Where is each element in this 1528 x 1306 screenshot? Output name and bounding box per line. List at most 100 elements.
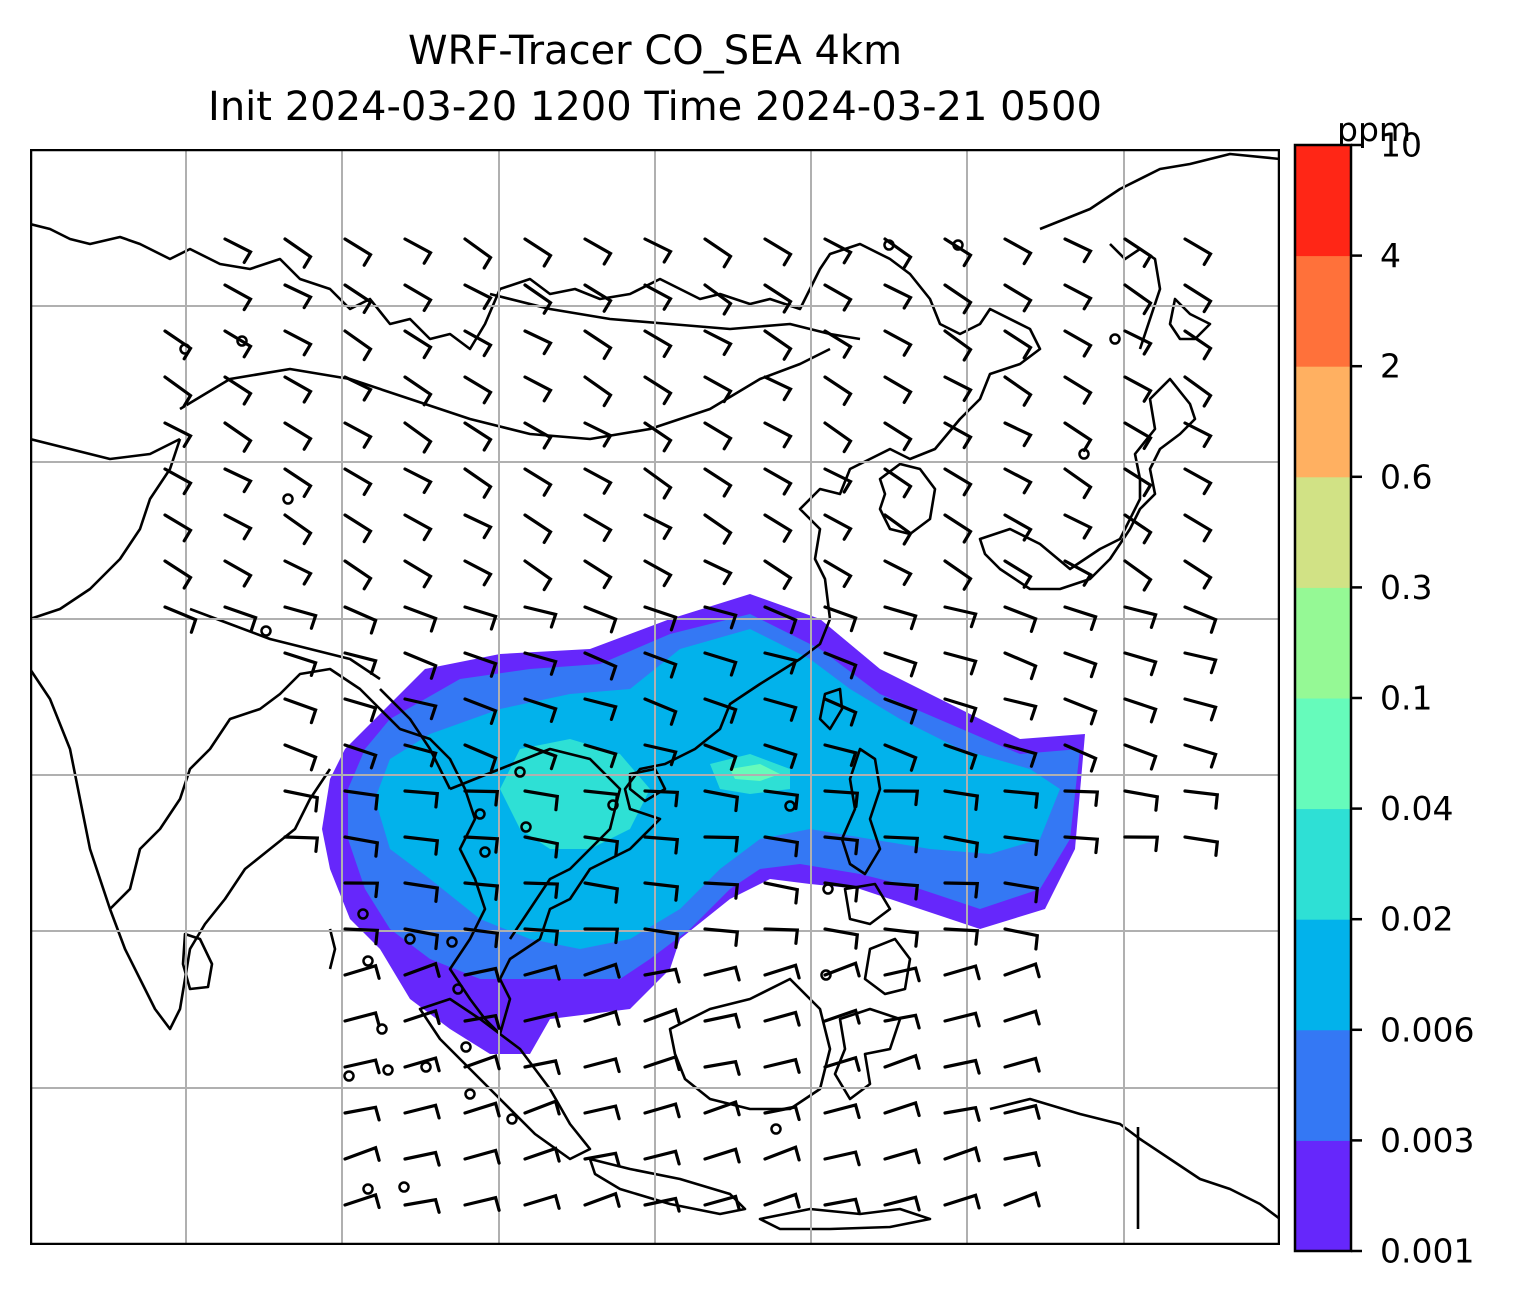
wind-barb bbox=[703, 421, 733, 451]
wind-barb bbox=[523, 789, 560, 812]
calm-wind-marker bbox=[474, 808, 486, 820]
wind-barb bbox=[883, 559, 913, 586]
wind-barb bbox=[823, 1150, 861, 1167]
wind-barb bbox=[463, 329, 493, 358]
wind-barb bbox=[643, 743, 678, 767]
plume-level-0.04 bbox=[730, 764, 780, 781]
wind-barb bbox=[883, 329, 913, 357]
wind-barb bbox=[703, 927, 740, 947]
calm-wind-marker bbox=[1078, 448, 1090, 460]
colorbar-swatches bbox=[1295, 145, 1351, 1252]
wind-barb bbox=[823, 927, 860, 950]
wind-barb bbox=[583, 835, 620, 857]
wind-barb bbox=[403, 961, 441, 978]
wind-barb bbox=[343, 1058, 381, 1075]
wind-barb bbox=[1183, 743, 1218, 769]
coastline-new-guinea bbox=[989, 1097, 1280, 1221]
wind-barb bbox=[823, 961, 861, 978]
wind-barb bbox=[463, 927, 500, 949]
calm-wind-marker bbox=[357, 908, 369, 920]
colorbar-swatch bbox=[1295, 476, 1351, 588]
map-border bbox=[30, 149, 1280, 1245]
colorbar-swatch bbox=[1295, 366, 1351, 478]
wind-barb bbox=[943, 1193, 981, 1210]
coastline-sri-lanka bbox=[181, 932, 214, 991]
wind-barb bbox=[583, 1151, 621, 1168]
wind-barb bbox=[943, 1058, 981, 1075]
wind-barb bbox=[823, 881, 860, 903]
wind-barb bbox=[943, 927, 980, 946]
wind-barb bbox=[883, 743, 918, 772]
wind-barb bbox=[1003, 743, 1038, 768]
coastline-korea bbox=[878, 462, 937, 536]
wind-barb bbox=[343, 1010, 381, 1028]
calm-wind-marker bbox=[382, 1064, 394, 1076]
wind-barb bbox=[943, 789, 980, 811]
wind-barb bbox=[943, 697, 978, 723]
wind-barb bbox=[463, 559, 493, 587]
wind-barb bbox=[463, 1013, 501, 1030]
wind-barb bbox=[343, 329, 373, 362]
wind-barb bbox=[823, 1008, 861, 1025]
wind-barb bbox=[523, 697, 558, 723]
calm-wind-marker bbox=[506, 1113, 518, 1125]
wind-barb bbox=[463, 1195, 501, 1212]
wind-barb bbox=[703, 467, 733, 498]
wind-barbs bbox=[163, 237, 1220, 1214]
wind-barb bbox=[523, 1059, 561, 1076]
colorbar: ppm 0.001 0.003 0.006 0.02 0.04 0.1 0.3 0.6 2 4 10 bbox=[1293, 110, 1474, 1271]
wind-barb bbox=[823, 329, 853, 359]
wind-barb bbox=[403, 1103, 441, 1120]
wind-barb bbox=[643, 651, 678, 679]
wind-barb bbox=[703, 1100, 741, 1117]
wind-barb bbox=[523, 927, 560, 947]
wind-barb bbox=[823, 651, 858, 680]
coastline-visayas bbox=[843, 882, 892, 926]
colorbar-tick-label: 0.1 bbox=[1380, 679, 1432, 718]
wind-barb bbox=[1123, 283, 1153, 316]
wind-barb bbox=[1123, 743, 1158, 771]
calm-wind-marker bbox=[464, 1088, 476, 1100]
wind-barb bbox=[643, 927, 680, 949]
coastline-mindanao bbox=[863, 937, 912, 996]
wind-barb bbox=[403, 1008, 441, 1026]
wind-barb bbox=[943, 421, 973, 450]
wind-barb bbox=[343, 421, 373, 449]
wind-barb bbox=[883, 1100, 921, 1118]
calm-wind-marker bbox=[179, 343, 191, 355]
colorbar-swatch bbox=[1295, 255, 1351, 367]
wind-barb bbox=[883, 1148, 921, 1165]
wind-barb bbox=[463, 421, 493, 452]
border-central-asia bbox=[30, 437, 181, 461]
wind-barb bbox=[463, 1054, 501, 1071]
wind-barb bbox=[403, 559, 433, 589]
wind-barb bbox=[763, 927, 800, 945]
wind-barb bbox=[1003, 237, 1033, 266]
wind-barb bbox=[1063, 559, 1093, 587]
wind-barb bbox=[1123, 513, 1153, 545]
colorbar-tick-label: 0.6 bbox=[1380, 457, 1432, 496]
wind-barb bbox=[223, 283, 253, 312]
wind-barb bbox=[343, 963, 381, 980]
wind-barb bbox=[703, 375, 733, 404]
wind-barb bbox=[343, 513, 373, 544]
wind-barb bbox=[643, 1102, 681, 1119]
wind-barb bbox=[643, 697, 678, 726]
wind-barb bbox=[823, 789, 860, 809]
coastline-india-east bbox=[108, 768, 332, 1031]
wind-barb bbox=[703, 1012, 741, 1029]
wind-barb bbox=[523, 559, 553, 592]
wind-barb bbox=[1063, 513, 1093, 540]
wind-barb bbox=[223, 605, 258, 632]
wind-barb bbox=[163, 421, 193, 448]
wind-barb bbox=[463, 966, 501, 983]
wind-barb bbox=[643, 1196, 681, 1213]
wind-barb bbox=[463, 513, 493, 540]
wind-barb bbox=[463, 467, 493, 499]
wind-barb bbox=[343, 835, 380, 858]
wind-barb bbox=[583, 237, 613, 266]
calm-wind-marker bbox=[398, 1181, 410, 1193]
wind-barb bbox=[283, 421, 313, 451]
wind-barb bbox=[1183, 513, 1213, 543]
wind-barb bbox=[883, 697, 918, 725]
